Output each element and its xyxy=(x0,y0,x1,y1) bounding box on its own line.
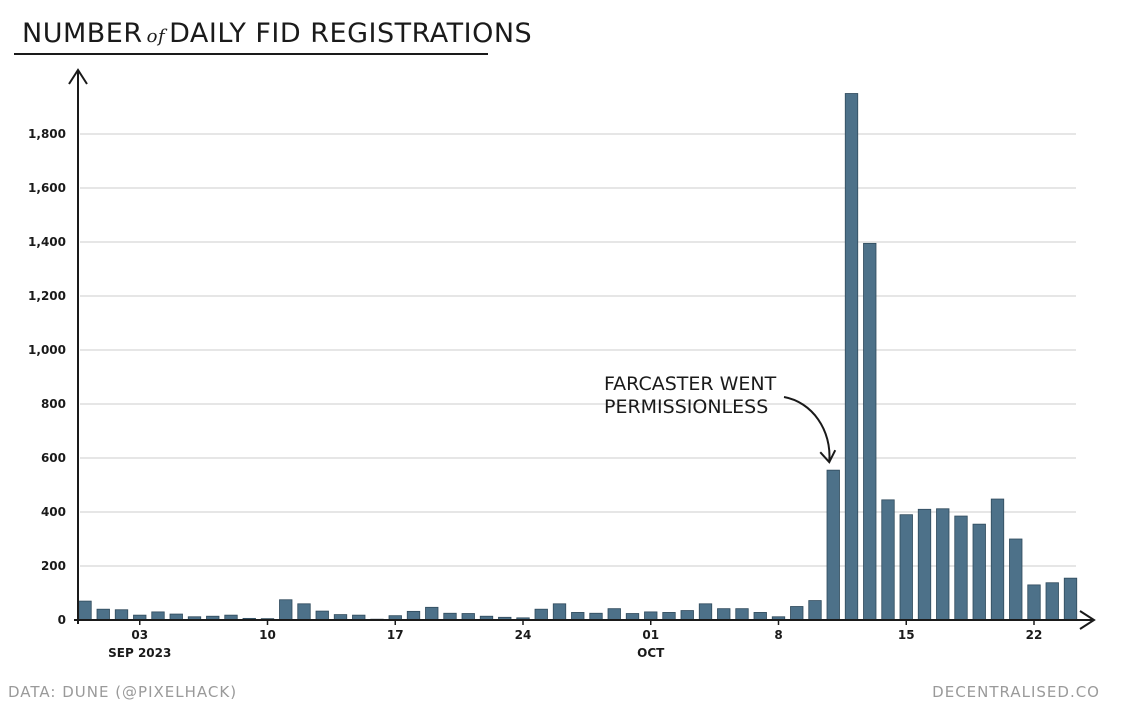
x-tick-labels: 03 SEP 2023 10 17 24 01 OCT 8 15 22 xyxy=(108,620,1042,660)
y-tick-label: 1,400 xyxy=(28,235,66,249)
title-part-2: of xyxy=(146,26,166,47)
annotation-arrowhead xyxy=(819,449,837,464)
bar xyxy=(917,508,932,621)
bar xyxy=(899,514,913,621)
bar xyxy=(315,610,329,621)
axes xyxy=(68,68,1096,630)
gridlines xyxy=(80,133,1076,567)
annotation-text-line: FARCASTER WENT xyxy=(604,373,777,395)
bar xyxy=(1027,584,1041,621)
bar xyxy=(936,508,950,621)
bar xyxy=(717,608,731,621)
bar xyxy=(279,599,293,621)
y-tick-label: 800 xyxy=(41,397,66,411)
annotation-arrow xyxy=(783,396,831,463)
bar xyxy=(151,611,165,621)
bar xyxy=(680,610,694,621)
bar xyxy=(1009,538,1023,621)
bar xyxy=(1045,582,1059,621)
chart-title: NUMBER of DAILY FID REGISTRATIONS xyxy=(22,18,532,49)
bar xyxy=(844,93,859,621)
y-tick-label: 200 xyxy=(41,559,66,573)
bar xyxy=(753,612,767,621)
bar xyxy=(662,612,676,621)
annotation-text-line: PERMISSIONLESS xyxy=(604,396,768,418)
bar xyxy=(78,600,92,621)
bar xyxy=(790,606,804,621)
title-part-1: NUMBER xyxy=(22,18,143,49)
bar xyxy=(826,469,840,621)
x-tick-sublabel: OCT xyxy=(637,646,665,660)
bar xyxy=(990,498,1005,621)
y-tick-label: 1,800 xyxy=(28,127,66,141)
bar xyxy=(735,608,749,621)
x-tick-label: 24 xyxy=(515,628,532,642)
bar xyxy=(808,600,822,621)
x-tick-sublabel: SEP 2023 xyxy=(108,646,171,660)
y-tick-label: 1,600 xyxy=(28,181,66,195)
bar xyxy=(698,603,713,621)
bars xyxy=(78,93,1078,621)
y-tick-label: 1,000 xyxy=(28,343,66,357)
bar xyxy=(96,608,110,621)
bar xyxy=(571,612,585,621)
x-tick-label: 15 xyxy=(898,628,915,642)
x-tick-label: 8 xyxy=(774,628,782,642)
y-tick-label: 1,200 xyxy=(28,289,66,303)
bar xyxy=(607,608,621,621)
y-tick-label: 600 xyxy=(41,451,66,465)
bar xyxy=(972,523,986,621)
title-underline xyxy=(14,53,488,55)
data-source-credit: DATA: DUNE (@PIXELHACK) xyxy=(8,683,238,701)
y-tick-label: 400 xyxy=(41,505,66,519)
title-part-3: DAILY FID REGISTRATIONS xyxy=(169,18,533,49)
bar xyxy=(406,610,421,621)
x-tick-label: 01 xyxy=(642,628,659,642)
bar xyxy=(589,612,603,621)
x-tick-label: 22 xyxy=(1026,628,1043,642)
bar xyxy=(534,608,548,621)
bar xyxy=(114,609,129,621)
bar xyxy=(425,606,439,621)
x-tick-label: 10 xyxy=(259,628,276,642)
bar xyxy=(297,603,311,621)
bar xyxy=(443,612,457,621)
bar xyxy=(863,242,877,621)
bar xyxy=(881,499,895,621)
x-tick-label: 03 xyxy=(131,628,148,642)
bar xyxy=(1063,577,1078,621)
bar xyxy=(552,603,567,621)
x-axis-arrowhead xyxy=(1079,610,1096,630)
y-axis-arrowhead xyxy=(68,68,88,85)
x-tick-label: 17 xyxy=(387,628,404,642)
y-tick-labels: 0 200 400 600 800 1,000 1,200 1,400 1,600 1,800 xyxy=(28,127,66,627)
bar xyxy=(954,515,968,621)
site-credit: DECENTRALISED.CO xyxy=(932,683,1100,701)
bar xyxy=(644,611,658,621)
y-tick-label: 0 xyxy=(58,613,66,627)
